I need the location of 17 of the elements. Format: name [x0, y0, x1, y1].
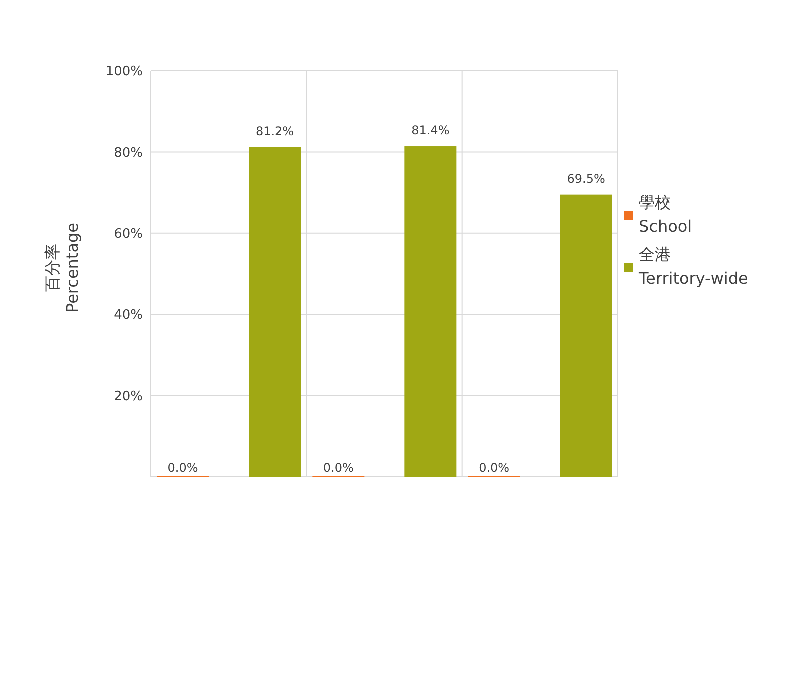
data-label: 0.0% — [168, 461, 198, 475]
data-label: 0.0% — [479, 461, 510, 475]
legend-label: 學校 School — [639, 192, 692, 238]
data-label: 81.2% — [256, 124, 294, 138]
y-tick-label: 20% — [114, 389, 143, 404]
y-tick-label: 40% — [114, 308, 143, 324]
y-tick-label: 100% — [106, 64, 143, 80]
y-tick-label: 80% — [114, 146, 143, 161]
data-label: 69.5% — [567, 172, 606, 186]
bar — [249, 147, 301, 477]
bar — [404, 146, 457, 477]
bar — [560, 194, 612, 477]
data-label: 0.0% — [323, 461, 354, 475]
data-label: 81.4% — [412, 124, 450, 138]
legend-label: 全港 Territory-wide — [639, 244, 748, 290]
y-tick-label: 60% — [114, 227, 143, 242]
y-axis-title: 百分率 Percentage — [43, 222, 82, 314]
